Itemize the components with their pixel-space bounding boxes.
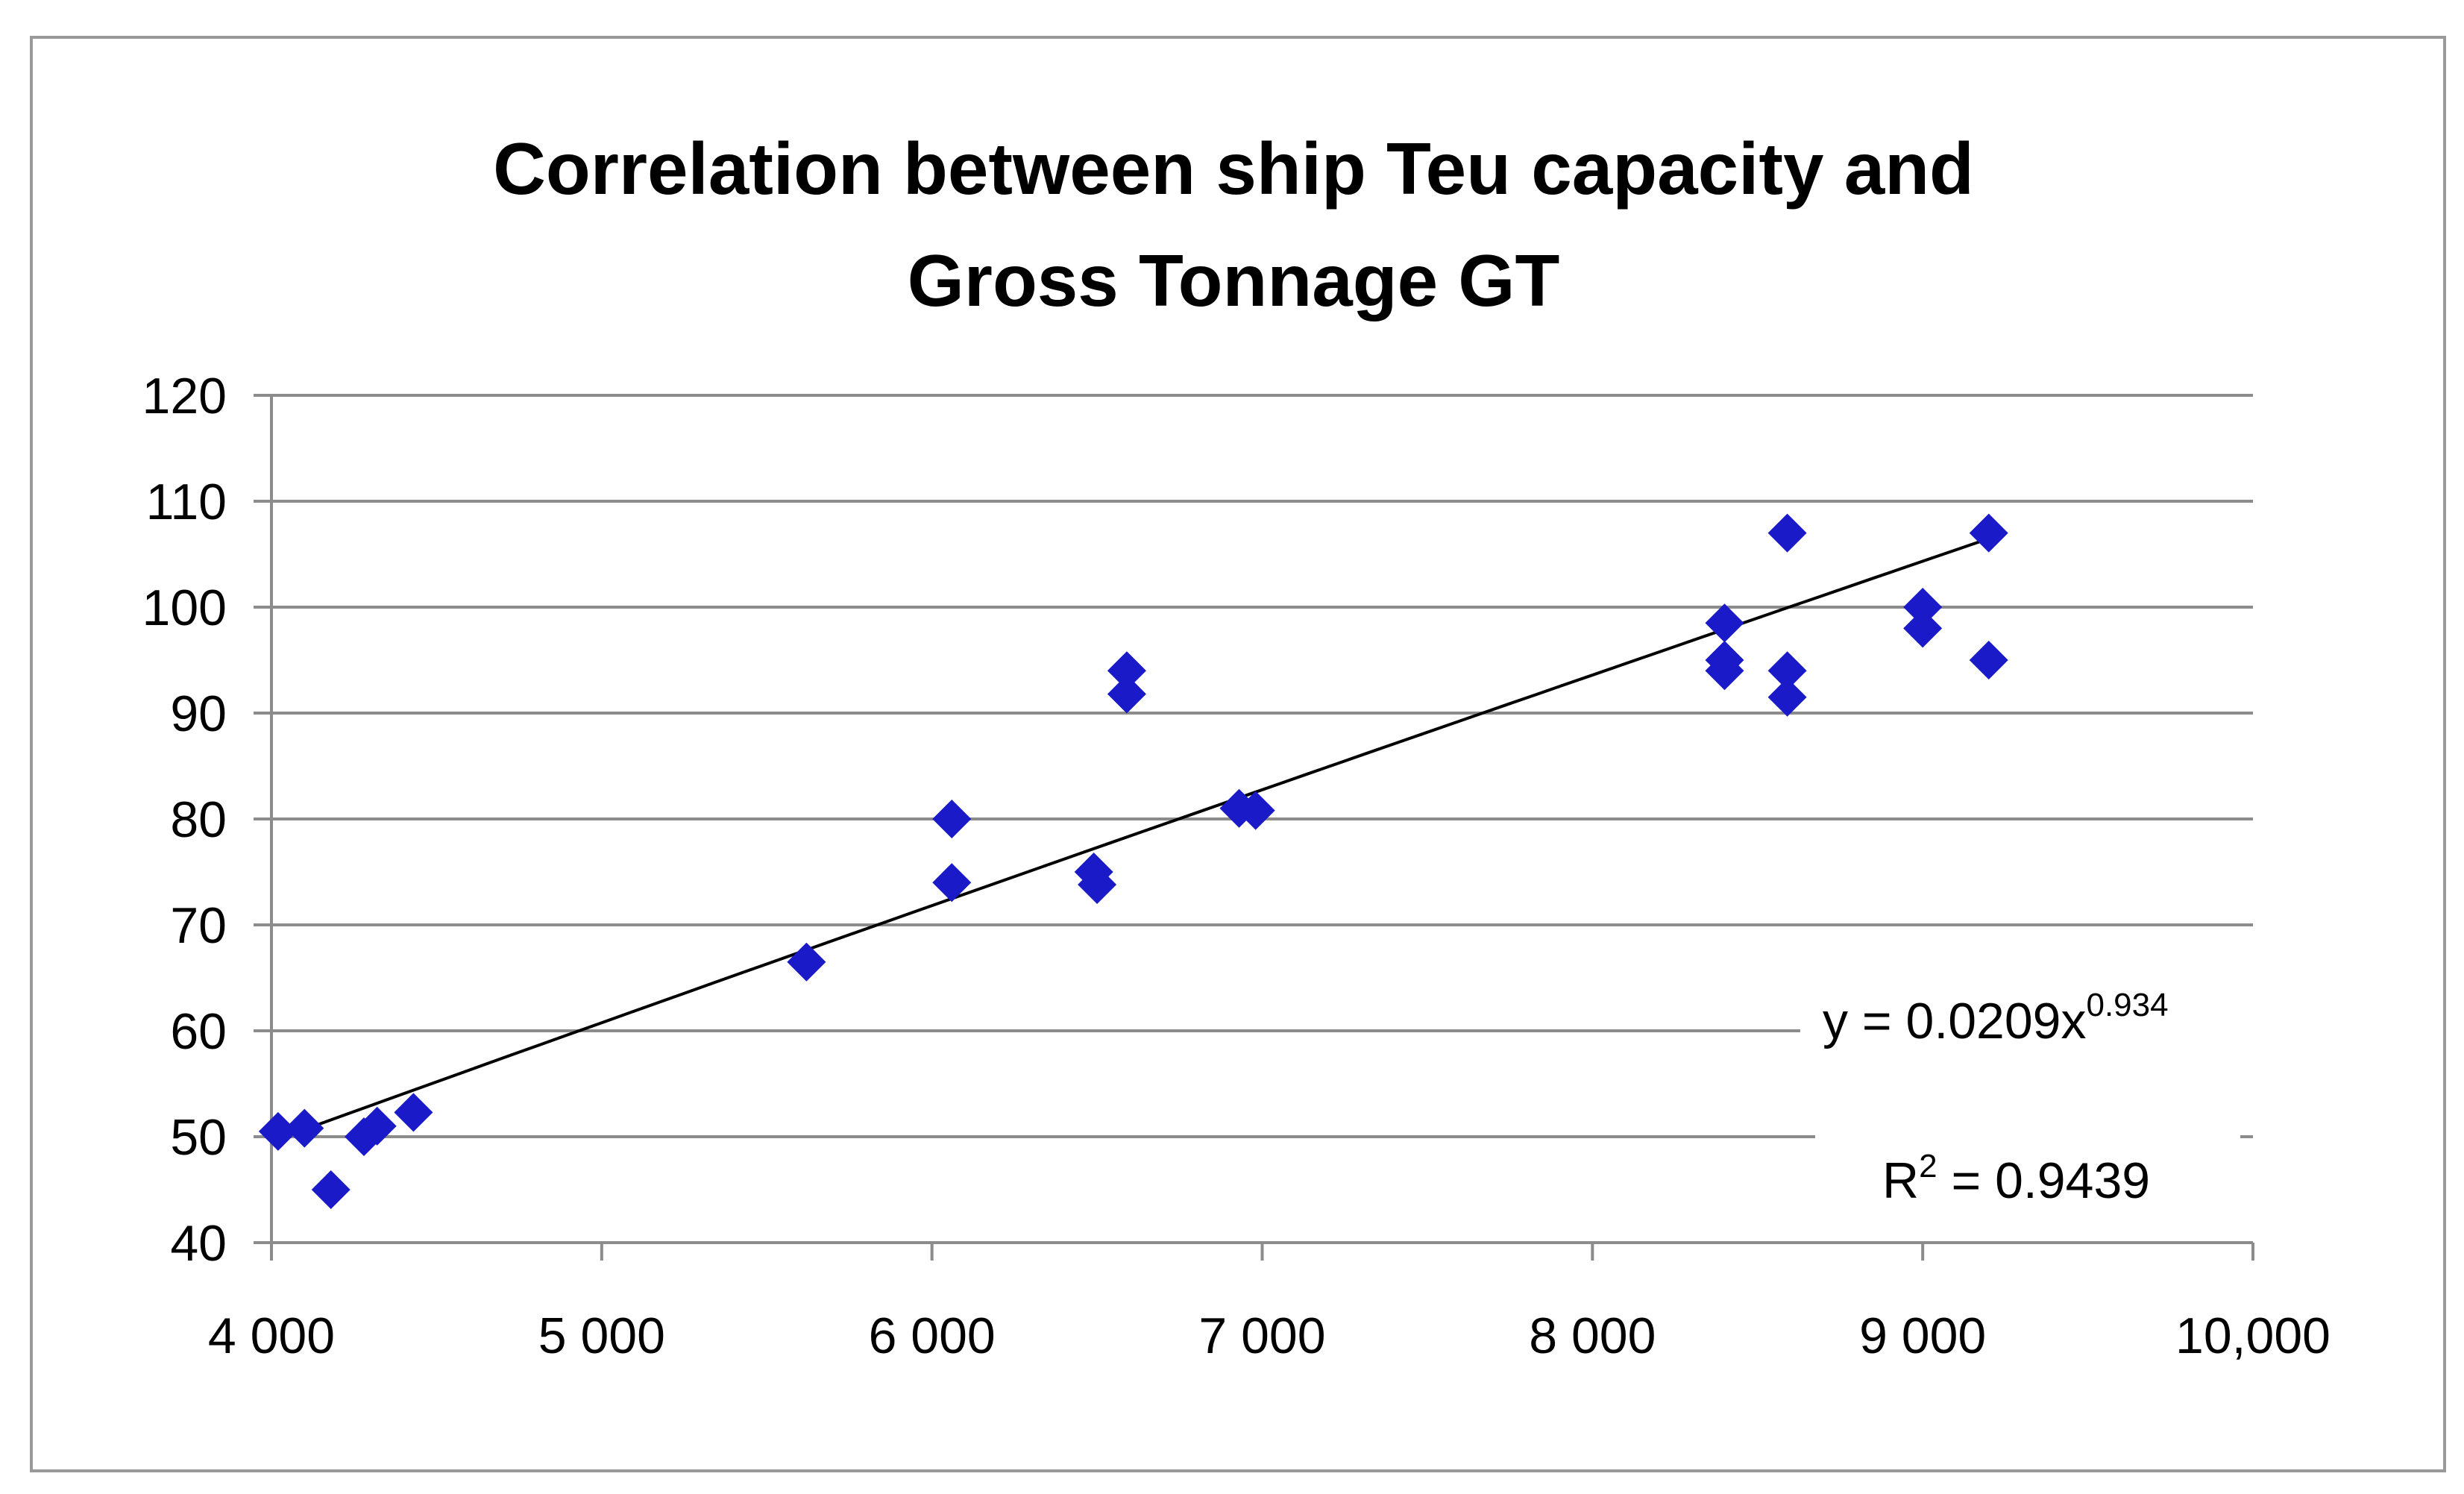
x-tick-label-5000: 5 000 (538, 1308, 665, 1364)
x-tick-label-9000: 9 000 (1859, 1308, 1986, 1364)
y-tick-label-120: 120 (142, 368, 227, 424)
chart-title-line-1: Correlation between ship Teu capacity an… (493, 128, 1974, 210)
data-point-15 (1705, 603, 1744, 643)
trendline-equation: y = 0.0209x0.934 (1823, 987, 2169, 1049)
data-point-14 (1236, 791, 1275, 830)
x-tick-label-6000: 6 000 (869, 1308, 996, 1364)
data-point-8 (932, 863, 972, 903)
y-tick-label-70: 70 (170, 897, 227, 954)
y-tick-label-40: 40 (170, 1215, 227, 1272)
data-point-7 (932, 800, 972, 838)
r-squared-label: R (1882, 1152, 1919, 1209)
r-squared-number: = 0.9439 (1937, 1152, 2150, 1209)
chart-title-line-2: Gross Tonnage GT (908, 239, 1560, 321)
data-point-5 (394, 1093, 433, 1132)
data-point-10 (1078, 865, 1117, 905)
data-point-11 (1107, 651, 1146, 691)
x-tick-label-8000: 8 000 (1529, 1308, 1656, 1364)
data-point-1 (285, 1108, 324, 1148)
axes (254, 395, 2254, 1261)
x-tick-label-10000: 10,000 (2175, 1308, 2331, 1364)
data-point-23 (1969, 513, 2008, 553)
data-point-2 (311, 1170, 351, 1209)
data-point-19 (1767, 651, 1807, 691)
gridlines (254, 394, 2253, 1138)
equation-background (1800, 975, 2292, 1061)
chart-title: Correlation between ship Teu capacity an… (493, 128, 1974, 321)
x-tick-labels: 4 000 5 000 6 000 7 000 8 000 9 000 10,000 (208, 1308, 2331, 1364)
y-tick-labels: 40 50 60 70 80 90 100 110 120 (142, 368, 227, 1272)
y-tick-label-80: 80 (170, 791, 227, 848)
data-point-12 (1107, 674, 1146, 714)
y-tick-label-90: 90 (170, 685, 227, 742)
data-point-17 (1705, 651, 1744, 691)
r-squared-superscript: 2 (1919, 1148, 1937, 1184)
equation-exponent: 0.934 (2086, 987, 2168, 1023)
x-tick-label-7000: 7 000 (1198, 1308, 1325, 1364)
data-point-0 (258, 1111, 298, 1151)
data-point-20 (1767, 677, 1807, 717)
r-squared-background (1815, 1135, 2240, 1210)
y-tick-label-50: 50 (170, 1109, 227, 1166)
data-points (258, 513, 2008, 1209)
data-point-4 (357, 1106, 397, 1146)
data-point-6 (787, 942, 826, 982)
data-point-21 (1903, 588, 1943, 627)
trendline (287, 537, 1990, 1137)
chart-frame: Correlation between ship Teu capacity an… (30, 36, 2446, 1472)
y-tick-label-60: 60 (170, 1003, 227, 1060)
chart-svg: Correlation between ship Teu capacity an… (142, 128, 2331, 1364)
trendline-group (287, 537, 1990, 1137)
equation-annotation: y = 0.0209x0.934 R2 = 0.9439 (1800, 975, 2292, 1210)
data-point-22 (1903, 609, 1943, 648)
x-tick-label-4000: 4 000 (208, 1308, 335, 1364)
data-point-24 (1969, 641, 2008, 679)
equation-base: y = 0.0209x (1823, 993, 2086, 1049)
r-squared-value: R2 = 0.9439 (1882, 1148, 2150, 1209)
data-point-18 (1767, 513, 1807, 553)
y-tick-label-110: 110 (146, 474, 227, 530)
y-tick-label-100: 100 (142, 580, 227, 636)
